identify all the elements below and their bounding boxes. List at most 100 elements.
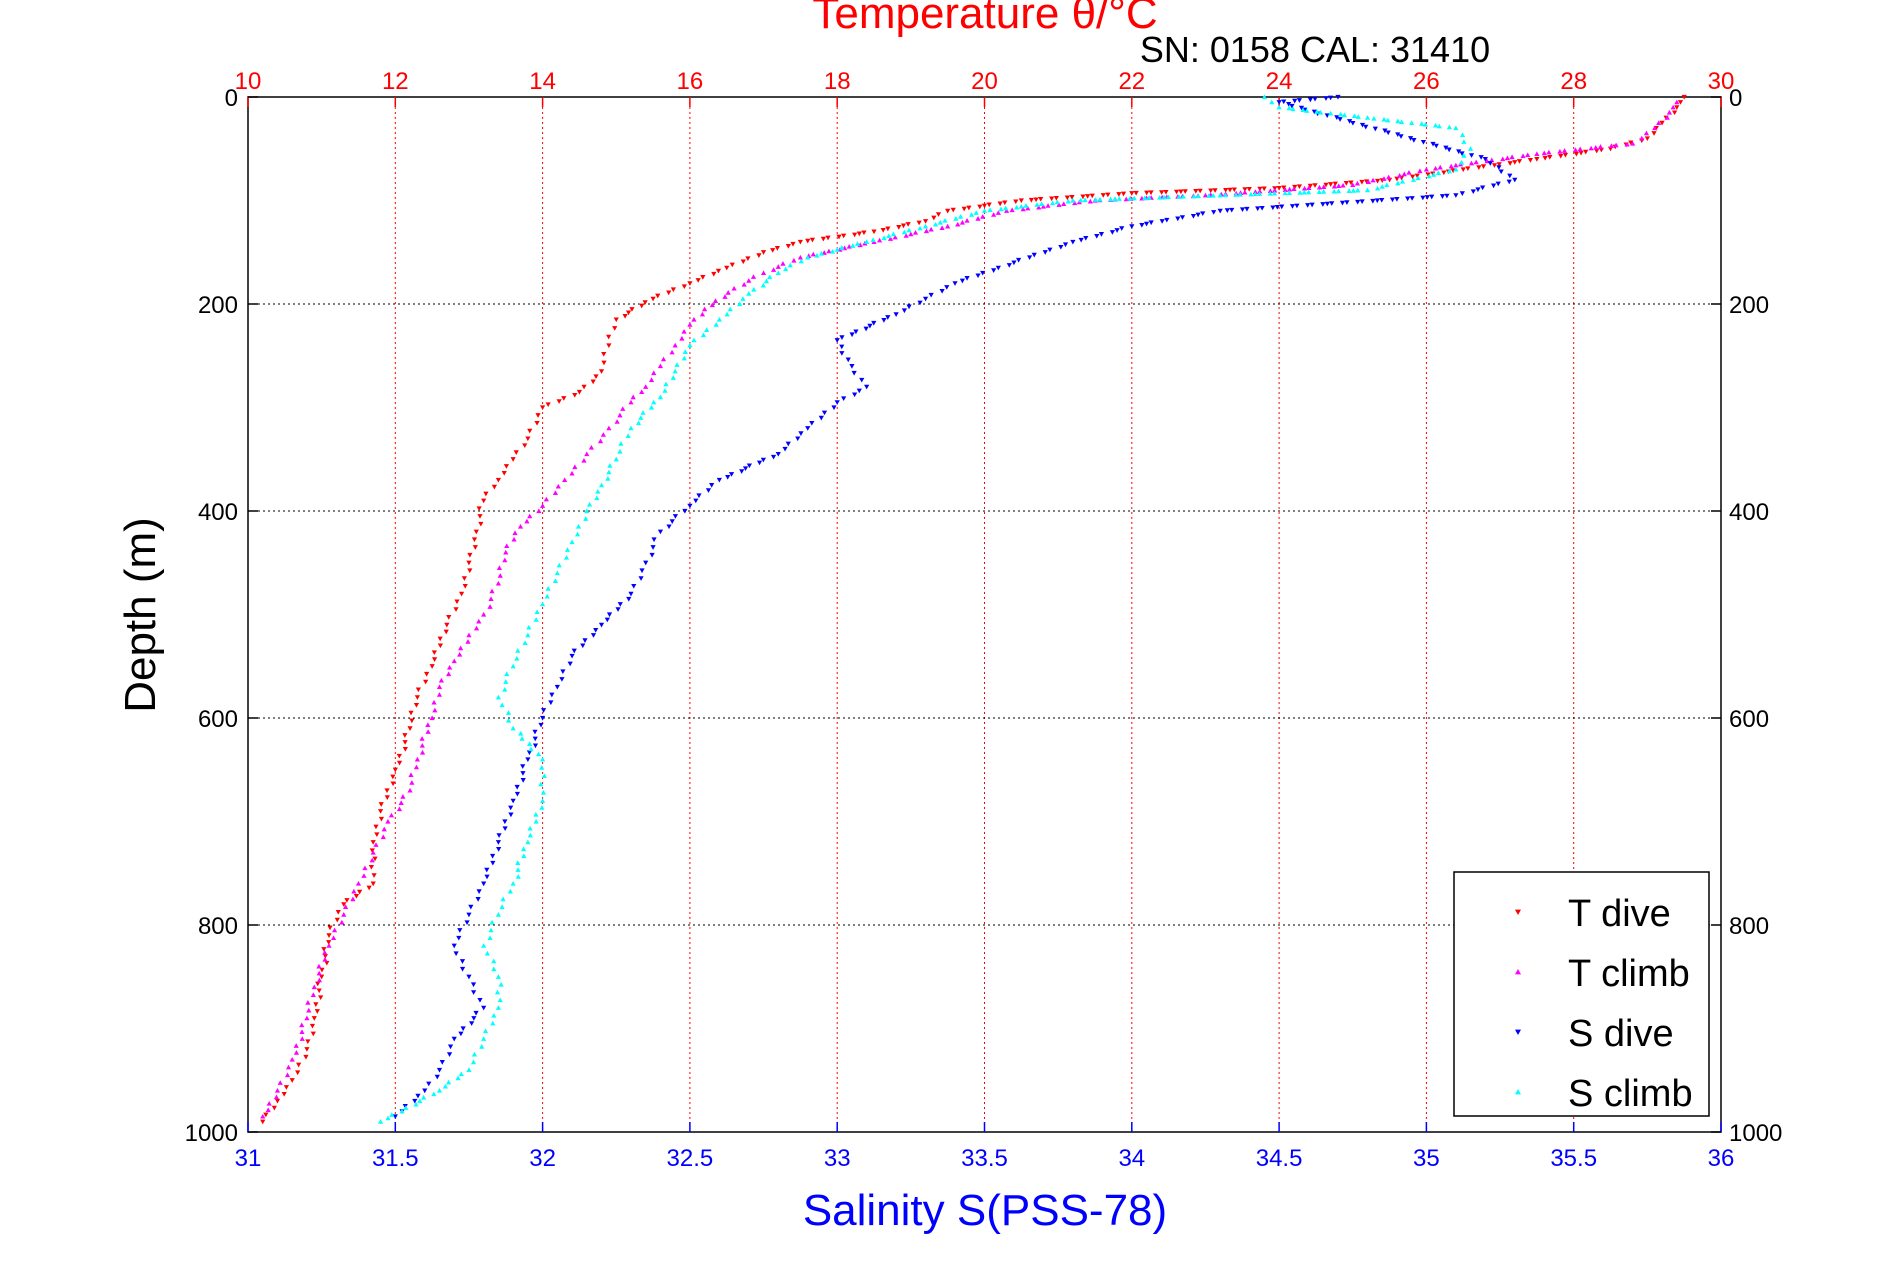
data-point xyxy=(631,583,637,589)
data-point xyxy=(594,495,600,501)
data-point xyxy=(1468,160,1475,166)
data-point xyxy=(540,789,547,795)
data-point xyxy=(584,508,590,514)
data-point xyxy=(1028,197,1034,203)
data-point xyxy=(1175,216,1181,222)
legend-marker xyxy=(1515,969,1521,975)
data-point xyxy=(421,1094,427,1100)
series-t-dive xyxy=(260,94,1687,1125)
data-point xyxy=(1374,178,1381,184)
data-point xyxy=(1301,189,1307,195)
data-point xyxy=(496,847,502,852)
data-point xyxy=(991,212,997,217)
data-point xyxy=(922,219,929,224)
data-point xyxy=(311,1016,317,1021)
data-point xyxy=(1036,204,1042,210)
data-point xyxy=(446,615,452,620)
data-point xyxy=(1279,204,1285,210)
data-point xyxy=(1354,180,1361,186)
data-point xyxy=(1085,194,1091,199)
data-point xyxy=(870,237,876,243)
right-tick-label: 800 xyxy=(1729,913,1769,940)
data-point xyxy=(1324,113,1330,119)
data-point xyxy=(1395,132,1401,138)
data-point xyxy=(648,377,655,382)
data-point xyxy=(437,636,443,642)
data-point xyxy=(607,463,613,468)
data-point xyxy=(975,216,981,221)
data-point xyxy=(1405,196,1411,202)
data-point xyxy=(1470,189,1476,195)
data-point xyxy=(481,1005,487,1011)
data-point xyxy=(1395,118,1401,124)
data-point xyxy=(638,415,644,420)
data-point xyxy=(809,237,816,243)
data-point xyxy=(662,388,668,393)
data-point xyxy=(1013,199,1019,205)
data-point xyxy=(326,943,332,948)
data-point xyxy=(484,867,490,873)
data-point xyxy=(693,498,699,504)
data-point xyxy=(1281,185,1287,191)
data-point xyxy=(1023,203,1029,208)
data-point xyxy=(437,643,443,649)
data-point xyxy=(1446,168,1452,174)
data-point xyxy=(396,760,403,766)
data-point xyxy=(451,1036,457,1042)
data-point xyxy=(1347,119,1353,124)
data-point xyxy=(1408,136,1414,141)
data-point xyxy=(1453,166,1459,172)
data-point xyxy=(964,217,970,223)
data-point xyxy=(950,207,956,213)
data-point xyxy=(1049,200,1056,206)
data-point xyxy=(481,881,487,887)
data-point xyxy=(1395,180,1401,186)
data-point xyxy=(1003,205,1009,211)
data-point xyxy=(1161,194,1167,200)
data-point xyxy=(489,919,495,925)
data-point xyxy=(534,420,540,426)
data-point xyxy=(1664,115,1670,120)
data-point xyxy=(549,692,555,698)
data-point xyxy=(709,302,715,308)
data-point xyxy=(841,396,847,402)
data-point xyxy=(260,1119,266,1125)
data-point xyxy=(436,692,443,697)
data-point xyxy=(574,531,581,537)
data-point xyxy=(491,958,497,964)
data-point xyxy=(867,323,873,329)
data-point xyxy=(1507,173,1513,179)
data-point xyxy=(414,695,420,700)
data-point xyxy=(795,436,801,442)
data-point xyxy=(378,802,384,807)
data-point xyxy=(377,1119,384,1124)
data-point xyxy=(1480,185,1486,191)
data-point xyxy=(1159,190,1165,195)
data-point xyxy=(1003,208,1010,213)
data-point xyxy=(322,950,328,955)
data-point xyxy=(1072,200,1078,206)
data-point xyxy=(390,781,396,787)
data-point xyxy=(682,508,688,514)
data-point xyxy=(1652,125,1658,131)
data-point xyxy=(457,928,463,933)
data-point xyxy=(1222,192,1228,198)
data-point xyxy=(266,1100,272,1106)
data-point xyxy=(1281,99,1287,105)
data-point xyxy=(362,865,368,871)
data-point xyxy=(1561,148,1568,153)
data-point xyxy=(900,223,907,229)
data-point xyxy=(515,648,521,653)
data-point xyxy=(1359,122,1366,128)
data-point xyxy=(488,927,494,933)
data-point xyxy=(392,767,398,773)
data-point xyxy=(1453,125,1459,131)
data-point xyxy=(1178,189,1184,195)
data-point xyxy=(491,966,497,972)
data-point xyxy=(457,652,463,657)
data-point xyxy=(1498,169,1504,175)
data-point xyxy=(1269,99,1275,105)
data-point xyxy=(412,1098,418,1104)
data-point xyxy=(419,743,425,748)
data-point xyxy=(1453,162,1459,168)
